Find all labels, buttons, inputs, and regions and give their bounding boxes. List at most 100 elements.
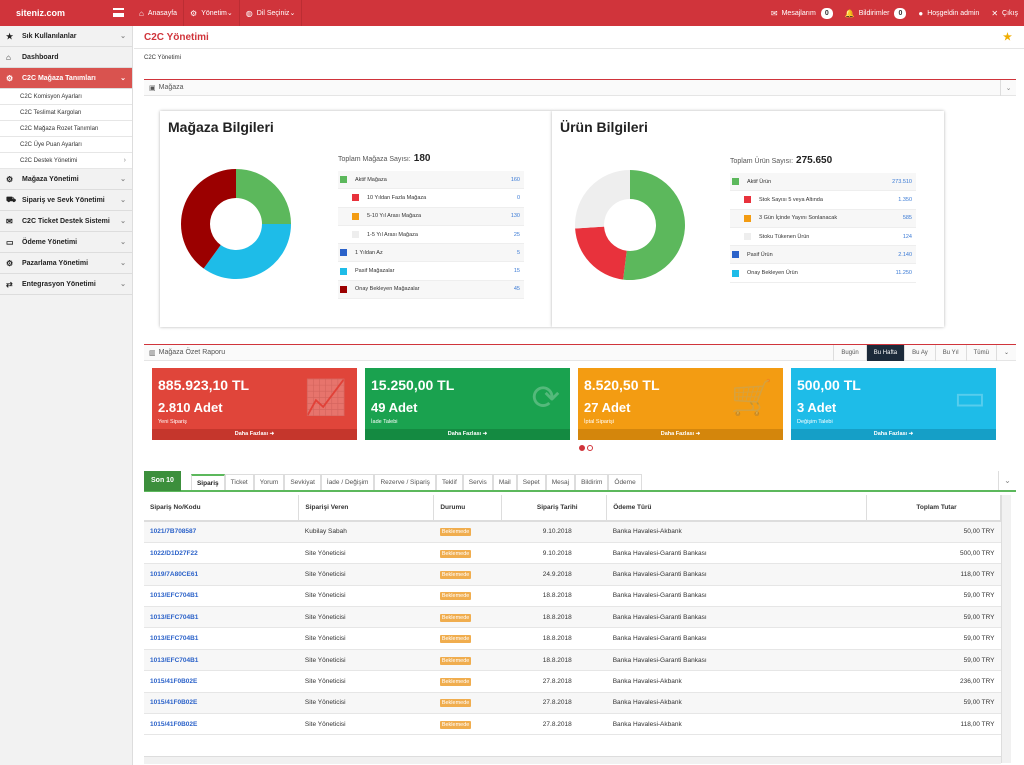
table-row[interactable]: 1019/7A80CE61 Site Yöneticisi Beklemede 24.… bbox=[144, 563, 1001, 586]
card-more-link[interactable]: Daha Fazlası ➜ bbox=[365, 429, 570, 440]
card-more-link[interactable]: Daha Fazlası ➜ bbox=[152, 429, 357, 440]
legend-value[interactable]: 273.510 bbox=[892, 178, 912, 185]
legend-value[interactable]: 585 bbox=[902, 215, 912, 222]
card-more-link[interactable]: Daha Fazlası ➜ bbox=[791, 429, 996, 440]
breadcrumb[interactable]: C2C Yönetimi bbox=[144, 55, 181, 61]
sidebar-item[interactable]: ⇄ Entegrasyon Yönetimi ⌄ bbox=[0, 274, 132, 295]
collapse-chevron-icon[interactable]: ⌄ bbox=[998, 471, 1016, 490]
order-code-link[interactable]: 1019/7A80CE61 bbox=[144, 563, 299, 586]
order-code-link[interactable]: 1022/D1D27F22 bbox=[144, 542, 299, 565]
tab-5[interactable]: Rezerve / Sipariş bbox=[374, 474, 436, 490]
table-row[interactable]: 1013/EFC704B1 Site Yöneticisi Beklemede 18.… bbox=[144, 606, 1001, 629]
column-header[interactable]: Sipariş Tarihi bbox=[501, 495, 608, 522]
table-row[interactable]: 1013/EFC704B1 Site Yöneticisi Beklemede 18.… bbox=[144, 585, 1001, 608]
sidebar-item[interactable]: ▭ Ödeme Yönetimi ⌄ bbox=[0, 232, 132, 253]
horizontal-scrollbar[interactable] bbox=[144, 756, 1001, 764]
range-tab[interactable]: Bu Yıl bbox=[934, 345, 966, 361]
order-code-link[interactable]: 1013/EFC704B1 bbox=[144, 627, 299, 650]
messages-label: Mesajlarım bbox=[781, 9, 816, 17]
order-code-link[interactable]: 1015/41F0B02E bbox=[144, 670, 299, 693]
column-header[interactable]: Toplam Tutar bbox=[866, 495, 1001, 522]
table-row[interactable]: 1021/7B708587 Kubilay Sabah Beklemede 9.10.… bbox=[144, 521, 1001, 543]
vertical-scrollbar[interactable] bbox=[1001, 495, 1011, 763]
order-code-link[interactable]: 1015/41F0B02E bbox=[144, 713, 299, 736]
tab-0[interactable]: Sipariş bbox=[190, 474, 225, 490]
legend-value[interactable]: 45 bbox=[513, 286, 520, 293]
sidebar-item[interactable]: ⛟ Sipariş ve Sevk Yönetimi ⌄ bbox=[0, 190, 132, 211]
tab-2[interactable]: Yorum bbox=[253, 474, 285, 490]
topnav-2[interactable]: ◍ Dil Seçiniz ⌄ bbox=[240, 0, 303, 26]
table-row[interactable]: 1022/D1D27F22 Site Yöneticisi Beklemede 9.1… bbox=[144, 542, 1001, 565]
sidebar-item[interactable]: ⌂ Dashboard bbox=[0, 47, 132, 68]
topnav-0[interactable]: ⌂ Anasayfa bbox=[133, 0, 185, 26]
summary-card[interactable]: ⟳ 15.250,00 TL 49 Adet İade Talebi Daha Fazl… bbox=[365, 368, 570, 440]
sidebar-subitem[interactable]: C2C Teslimat Kargoları bbox=[0, 105, 132, 121]
card-more-link[interactable]: Daha Fazlası ➜ bbox=[578, 429, 783, 440]
column-header[interactable]: Sipariş No/Kodu bbox=[144, 495, 300, 522]
order-code-link[interactable]: 1015/41F0B02E bbox=[144, 692, 299, 715]
table-row[interactable]: 1013/EFC704B1 Site Yöneticisi Beklemede 18.… bbox=[144, 649, 1001, 672]
messages-button[interactable]: ✉ Mesajlarım 0 bbox=[765, 0, 839, 26]
legend-value[interactable]: 11.250 bbox=[895, 270, 912, 277]
table-row[interactable]: 1013/EFC704B1 Site Yöneticisi Beklemede 18.… bbox=[144, 627, 1001, 650]
column-header[interactable]: Ödeme Türü bbox=[606, 495, 868, 522]
sidebar-item[interactable]: ⚙ C2C Mağaza Tanımları ⌄ bbox=[0, 68, 132, 89]
legend-value[interactable]: 15 bbox=[513, 268, 520, 275]
legend-value[interactable]: 124 bbox=[902, 233, 912, 240]
tab-11[interactable]: Bildirim bbox=[575, 474, 609, 490]
legend-value[interactable]: 160 bbox=[510, 176, 520, 183]
legend-value[interactable]: 130 bbox=[510, 213, 520, 220]
summary-card[interactable]: ▭ 500,00 TL 3 Adet Değişim Talebi Daha Fazla… bbox=[791, 368, 996, 440]
order-code-link[interactable]: 1013/EFC704B1 bbox=[144, 606, 299, 629]
logout-button[interactable]: ✕ Çıkış bbox=[985, 0, 1024, 26]
sidebar-item[interactable]: ⚙ Pazarlama Yönetimi ⌄ bbox=[0, 253, 132, 274]
legend-value[interactable]: 0 bbox=[516, 194, 520, 201]
menu-toggle-icon[interactable] bbox=[113, 8, 124, 17]
collapse-chevron-icon[interactable]: ⌄ bbox=[995, 345, 1016, 361]
tab-3[interactable]: Sevkiyat bbox=[284, 474, 321, 490]
order-code-link[interactable]: 1021/7B708587 bbox=[144, 521, 299, 543]
store-info-legend: Aktif Mağaza 160 10 Yıldan Fazla Mağaza 0 5-… bbox=[338, 171, 524, 300]
range-tab[interactable]: Bu Ay bbox=[904, 345, 935, 361]
tab-12[interactable]: Ödeme bbox=[608, 474, 642, 490]
legend-value[interactable]: 25 bbox=[513, 231, 520, 238]
brand[interactable]: siteniz.com bbox=[0, 0, 133, 26]
tab-1[interactable]: Ticket bbox=[224, 474, 254, 490]
carousel-dot-1[interactable] bbox=[579, 445, 585, 451]
tab-9[interactable]: Sepet bbox=[516, 474, 546, 490]
favorite-star-icon[interactable]: ★ bbox=[1003, 31, 1012, 43]
sidebar-item[interactable]: ✉ C2C Ticket Destek Sistemi ⌄ bbox=[0, 211, 132, 232]
sidebar-subitem[interactable]: C2C Mağaza Rozet Tanımları bbox=[0, 121, 132, 137]
range-tab[interactable]: Bugün bbox=[833, 345, 865, 361]
collapse-chevron-icon[interactable]: ⌄ bbox=[1000, 80, 1016, 96]
column-header[interactable]: Siparişi Veren bbox=[298, 495, 435, 522]
column-header[interactable]: Durumu bbox=[433, 495, 503, 522]
sidebar-item[interactable]: ⚙ Mağaza Yönetimi ⌄ bbox=[0, 169, 132, 190]
status-badge: Beklemede bbox=[439, 699, 472, 708]
order-code-link[interactable]: 1013/EFC704B1 bbox=[144, 585, 299, 608]
legend-value[interactable]: 2.140 bbox=[898, 251, 912, 258]
range-tab[interactable]: Bu Hafta bbox=[865, 345, 905, 361]
legend-value[interactable]: 5 bbox=[516, 249, 520, 256]
table-row[interactable]: 1015/41F0B02E Site Yöneticisi Beklemede 27.… bbox=[144, 692, 1001, 715]
sidebar-subitem[interactable]: C2C Komisyon Ayarları bbox=[0, 89, 132, 105]
table-row[interactable]: 1015/41F0B02E Site Yöneticisi Beklemede 27.… bbox=[144, 670, 1001, 693]
tab-7[interactable]: Servis bbox=[462, 474, 493, 490]
carousel-dot-2[interactable] bbox=[587, 445, 593, 451]
legend-value[interactable]: 1.350 bbox=[898, 196, 912, 203]
summary-card[interactable]: 🛒 8.520,50 TL 27 Adet İptal Siparişi Daha Fa… bbox=[578, 368, 783, 440]
tab-4[interactable]: İade / Değişim bbox=[320, 474, 375, 490]
table-row[interactable]: 1015/41F0B02E Site Yöneticisi Beklemede 27.… bbox=[144, 713, 1001, 736]
sidebar-subitem[interactable]: C2C Destek Yönetimi › bbox=[0, 153, 132, 169]
topnav-1[interactable]: ⚙ Yönetim ⌄ bbox=[184, 0, 240, 26]
tab-10[interactable]: Mesaj bbox=[545, 474, 576, 490]
range-tab[interactable]: Tümü bbox=[965, 345, 996, 361]
tab-6[interactable]: Teklif bbox=[435, 474, 463, 490]
user-menu[interactable]: ● Hoşgeldin admin bbox=[912, 0, 985, 26]
sidebar-subitem[interactable]: C2C Üye Puan Ayarları bbox=[0, 137, 132, 153]
notifications-button[interactable]: 🔔 Bildirimler 0 bbox=[839, 0, 913, 26]
sidebar-item[interactable]: ★ Sık Kullanılanlar ⌄ bbox=[0, 26, 132, 47]
summary-card[interactable]: 📈 885.923,10 TL 2.810 Adet Yeni Sipariş Daha… bbox=[152, 368, 357, 440]
tab-8[interactable]: Mail bbox=[492, 474, 517, 490]
order-code-link[interactable]: 1013/EFC704B1 bbox=[144, 649, 299, 672]
